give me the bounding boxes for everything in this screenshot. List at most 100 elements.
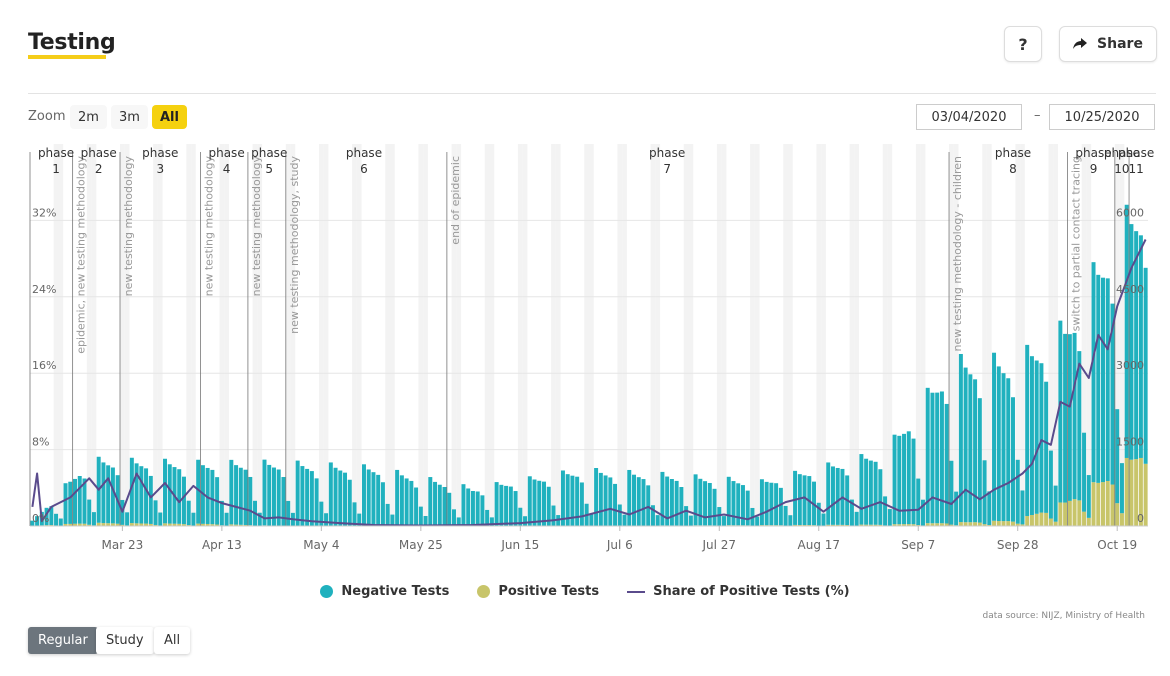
negative-bar [181, 476, 186, 525]
negative-bar [641, 479, 646, 526]
negative-bar [594, 468, 599, 526]
weekend-band [584, 144, 589, 526]
positive-bar [944, 523, 949, 526]
negative-bar [158, 512, 163, 526]
negative-bar [262, 459, 267, 526]
positive-bar [1110, 484, 1115, 526]
negative-bar [328, 462, 333, 526]
weekend-band [882, 144, 888, 526]
negative-bar [1072, 332, 1077, 500]
negative-bar [693, 474, 698, 526]
negative-bar [418, 506, 423, 526]
negative-bar [982, 460, 987, 525]
positive-bar [172, 523, 177, 526]
page-title: Testing [28, 30, 116, 55]
share-button[interactable]: Share [1059, 26, 1157, 62]
negative-bar [518, 507, 523, 526]
negative-bar [613, 483, 618, 526]
negative-bar [125, 512, 130, 526]
positive-bar [110, 523, 115, 526]
negative-bar [712, 488, 717, 526]
negative-bar [319, 501, 324, 526]
weekend-band [949, 144, 954, 526]
positive-bar [1119, 513, 1124, 526]
negative-bar [560, 470, 565, 526]
zoom-all-button[interactable]: All [152, 105, 187, 129]
phase-annotation: new testing methodology [250, 156, 263, 297]
negative-bar [186, 500, 191, 526]
negative-bar [669, 479, 674, 526]
tab-all[interactable]: All [154, 627, 191, 654]
negative-bar [996, 366, 1001, 522]
positive-bar [793, 524, 798, 526]
positive-swatch [477, 585, 491, 598]
negative-bar [1077, 351, 1082, 501]
legend-item-share[interactable]: Share of Positive Tests (%) [627, 584, 850, 599]
negative-bar [655, 515, 660, 526]
negative-bar [868, 460, 873, 525]
positive-bar [902, 524, 907, 526]
positive-bar [106, 523, 111, 526]
zoom-2m-button[interactable]: 2m [70, 105, 107, 129]
tab-study[interactable]: Study [96, 627, 154, 654]
negative-bar [698, 478, 703, 526]
negative-bar [508, 486, 513, 526]
zoom-label: Zoom [28, 109, 66, 124]
phase-annotation: end of epidemic [449, 156, 462, 245]
negative-bar [1096, 274, 1101, 483]
negative-bar [437, 484, 442, 526]
weekend-band [423, 144, 428, 526]
negative-bar [191, 512, 196, 526]
weekend-band [1086, 144, 1092, 526]
weekend-band [622, 144, 627, 526]
negative-bar [939, 391, 944, 524]
weekend-band [456, 144, 462, 526]
y-right-tick-label: 0 [1137, 512, 1144, 525]
negative-bar [309, 471, 314, 526]
phase-number: 1 [52, 162, 60, 176]
negative-bar [854, 511, 859, 526]
phase-number: 8 [1009, 162, 1017, 176]
positive-bar [897, 524, 902, 526]
phase-label: phase [208, 146, 244, 160]
weekend-band [953, 144, 959, 526]
weekend-band [385, 144, 391, 526]
date-range-separator: – [1034, 108, 1041, 123]
positive-bar [963, 522, 968, 526]
negative-bar [887, 509, 892, 526]
negative-bar [361, 464, 366, 526]
positive-bar [1072, 499, 1077, 526]
date-from-input[interactable]: 03/04/2020 [916, 104, 1022, 130]
negative-bar [513, 491, 518, 526]
negative-bar [177, 469, 182, 524]
help-button[interactable]: ? [1004, 26, 1042, 62]
negative-bar [357, 513, 362, 526]
date-to-input[interactable]: 10/25/2020 [1049, 104, 1155, 130]
negative-bar [627, 469, 632, 526]
negative-bar [546, 486, 551, 526]
weekend-band [120, 144, 125, 526]
negative-bar [906, 431, 911, 525]
negative-bar [1039, 363, 1044, 513]
weekend-band [517, 144, 523, 526]
legend-item-negative[interactable]: Negative Tests [320, 584, 449, 599]
negative-bar [30, 520, 35, 526]
tab-regular[interactable]: Regular [28, 627, 98, 654]
zoom-3m-button[interactable]: 3m [111, 105, 148, 129]
negative-bar [35, 516, 40, 526]
negative-bar [660, 471, 665, 526]
positive-bar [1034, 513, 1039, 526]
negative-bar [527, 476, 532, 526]
positive-bar [120, 524, 125, 526]
negative-bar [878, 469, 883, 525]
negative-bar [1034, 360, 1039, 514]
negative-bar [404, 478, 409, 526]
positive-bar [1048, 518, 1053, 526]
positive-bar [229, 524, 234, 526]
positive-bar [1091, 482, 1096, 526]
negative-bar [632, 474, 636, 526]
legend-item-positive[interactable]: Positive Tests [477, 584, 599, 599]
negative-bar [300, 466, 305, 526]
positive-bar [1086, 517, 1091, 526]
positive-bar [1115, 503, 1120, 526]
